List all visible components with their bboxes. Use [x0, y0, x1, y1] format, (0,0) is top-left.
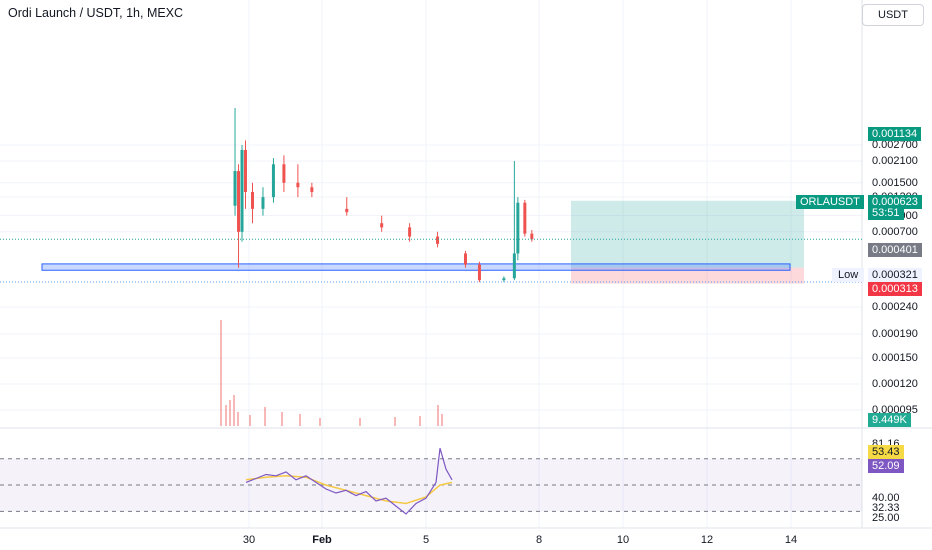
candle-body: [502, 278, 506, 281]
candle-body: [271, 164, 275, 198]
candles: [233, 107, 534, 283]
candle-body: [463, 253, 467, 265]
price-tick-label: 0.000150: [872, 352, 918, 364]
candle-body: [240, 149, 244, 232]
time-tick-label: 12: [700, 534, 714, 546]
rsi-tick-label: 32.33: [872, 502, 900, 515]
candle-body: [250, 191, 254, 209]
candle-body: [310, 187, 314, 192]
candle-body: [261, 197, 265, 209]
symbol-badge: ORLAUSDT: [796, 195, 864, 209]
take-profit-zone: [571, 200, 804, 268]
volume-bars: [220, 320, 443, 426]
stop-loss-zone: [571, 267, 804, 284]
candle-body: [477, 264, 481, 281]
candle-body: [244, 149, 248, 192]
support-zone-box: [41, 263, 791, 271]
rsi-band: [0, 458, 862, 512]
candle-body: [237, 171, 241, 232]
entry-price-badge: 0.000401: [868, 243, 922, 257]
low-value: 0.000321: [868, 268, 922, 282]
rsi-line: [245, 448, 453, 515]
last-price-badge: 0.000623: [868, 195, 922, 209]
price-tick-label: 0.000700: [872, 225, 918, 238]
take-profit-badge: 0.001134: [868, 127, 922, 141]
position-tool: [41, 200, 804, 284]
time-tick-label: 8: [535, 534, 543, 546]
candle-body: [345, 208, 349, 213]
volume-badge: 9.449K: [868, 413, 911, 427]
candle-body: [516, 202, 520, 254]
price-tick-label: 0.000190: [872, 328, 918, 340]
price-tick-label: 0.000240: [872, 301, 918, 313]
rsi-tick-label: 40.00: [872, 492, 900, 505]
candle-body: [380, 223, 384, 228]
candle-body: [512, 253, 516, 279]
price-tick-label: 0.000120: [872, 378, 918, 390]
time-tick-label: 10: [616, 534, 630, 546]
chart-title: Ordi Launch / USDT, 1h, MEXC: [8, 6, 184, 20]
price-tick-label: 0.002100: [872, 155, 918, 168]
price-tick-label: 0.002700: [872, 138, 918, 151]
countdown-badge: 53:51: [868, 206, 904, 220]
candle-body: [408, 227, 412, 237]
rsi-tick-label: 25.00: [872, 512, 900, 524]
candle-body: [436, 236, 440, 244]
time-tick-label: 5: [422, 534, 430, 546]
candle-body: [233, 171, 237, 206]
time-tick-label: Feb: [312, 534, 332, 546]
candle-body: [296, 182, 300, 188]
time-tick-label: 14: [784, 534, 798, 546]
rsi-pane: [0, 448, 862, 515]
candle-body: [530, 233, 534, 240]
low-label: Low: [832, 268, 865, 282]
stop-loss-badge: 0.000313: [868, 282, 922, 296]
time-tick-label: 30: [242, 534, 256, 546]
rsi-value-badge: 53.43: [868, 445, 904, 459]
candle-body: [282, 164, 286, 183]
price-tick-label: 0.001500: [872, 176, 918, 189]
candle-body: [523, 202, 527, 234]
rsi-ma-badge: 52.09: [868, 459, 904, 473]
currency-button[interactable]: USDT: [862, 4, 924, 26]
